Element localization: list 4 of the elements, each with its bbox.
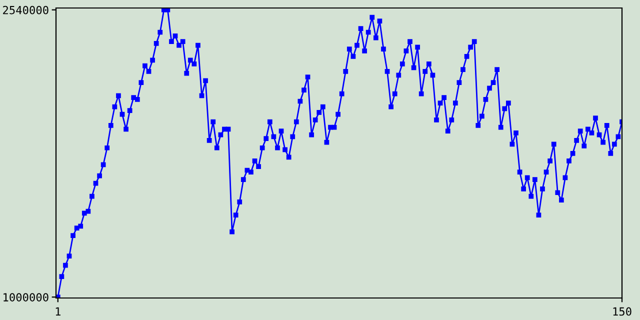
x-tick-label: 150	[613, 307, 632, 316]
y-tick-label: 1000000	[4, 293, 48, 302]
x-tick-label: 1	[56, 307, 60, 316]
y-tick-label: 2540000	[3, 6, 48, 14]
